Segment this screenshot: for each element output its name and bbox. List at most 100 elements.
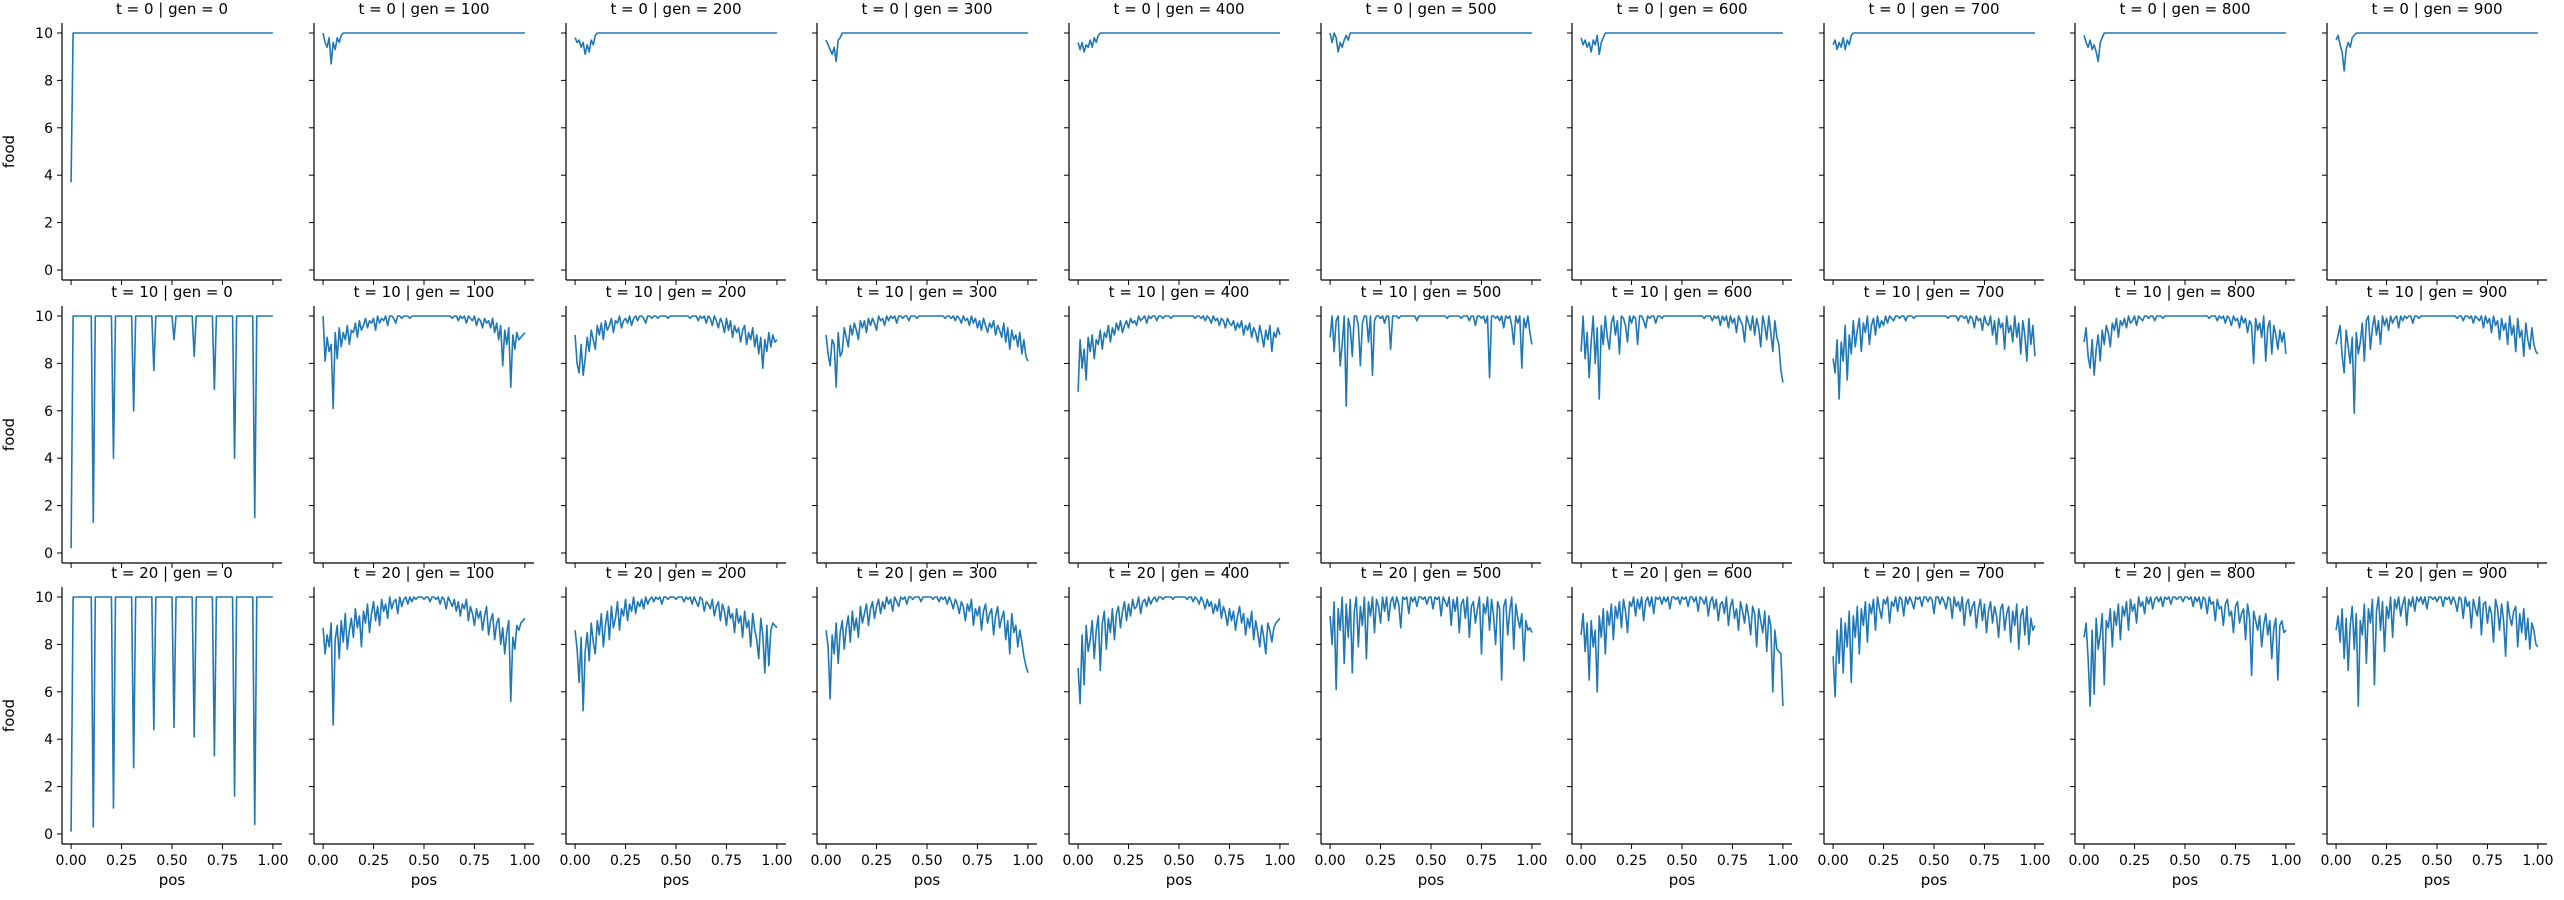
facet-panel: t = 10 | gen = 600 bbox=[1567, 283, 1792, 568]
x-tick-label: 0.50 bbox=[1163, 853, 1194, 869]
facet-panel: t = 0 | gen = 300 bbox=[812, 0, 1037, 285]
x-tick-label: 0.00 bbox=[1062, 853, 1093, 869]
x-tick-label: 0.00 bbox=[1817, 853, 1848, 869]
series-line bbox=[1329, 315, 1533, 407]
series-line bbox=[574, 315, 778, 377]
x-axis-label: pos bbox=[1669, 871, 1696, 889]
x-tick-label: 0.25 bbox=[2371, 853, 2402, 869]
x-tick-label: 0.25 bbox=[2119, 853, 2150, 869]
facet-panel: t = 20 | gen = 700 0.00 0.25 0.50 0.75 1.00 po… bbox=[1817, 564, 2050, 889]
series-line bbox=[1077, 32, 1280, 53]
x-tick-label: 1.00 bbox=[1012, 853, 1043, 869]
y-axis-label: food bbox=[0, 418, 18, 451]
y-tick-label: 6 bbox=[44, 404, 53, 420]
y-tick-label: 10 bbox=[35, 26, 53, 42]
facet-title: t = 20 | gen = 600 bbox=[1612, 564, 1753, 582]
facet-title: t = 20 | gen = 400 bbox=[1109, 564, 1250, 582]
facet-panel: t = 20 | gen = 900 0.00 0.25 0.50 0.75 1.00 po… bbox=[2320, 564, 2553, 889]
facet-title: t = 0 | gen = 300 bbox=[861, 0, 992, 18]
facet-panel: t = 20 | gen = 800 0.00 0.25 0.50 0.75 1.00 po… bbox=[2068, 564, 2301, 889]
x-tick-label: 0.00 bbox=[559, 853, 590, 869]
facet-panel: t = 10 | gen = 800 bbox=[2070, 283, 2295, 568]
x-tick-label: 0.75 bbox=[1466, 853, 1497, 869]
facet-panel: t = 10 | gen = 700 bbox=[1819, 283, 2044, 568]
series-line bbox=[1832, 596, 2036, 698]
series-line bbox=[574, 32, 777, 56]
y-tick-label: 8 bbox=[44, 637, 53, 653]
facet-title: t = 10 | gen = 100 bbox=[354, 283, 495, 301]
x-tick-label: 0.75 bbox=[711, 853, 742, 869]
y-tick-label: 4 bbox=[44, 451, 53, 467]
facet-title: t = 0 | gen = 0 bbox=[116, 0, 228, 18]
facet-panel: t = 10 | gen = 900 bbox=[2322, 283, 2547, 568]
series-line bbox=[70, 596, 273, 832]
facet-title: t = 10 | gen = 800 bbox=[2115, 283, 2256, 301]
facet-title: t = 0 | gen = 600 bbox=[1616, 0, 1747, 18]
x-tick-label: 0.75 bbox=[207, 853, 238, 869]
facet-panel: t = 20 | gen = 500 0.00 0.25 0.50 0.75 1.00 po… bbox=[1314, 564, 1547, 889]
x-tick-label: 0.75 bbox=[2220, 853, 2251, 869]
x-axis-label: pos bbox=[2424, 871, 2451, 889]
series-line bbox=[322, 596, 526, 726]
x-tick-label: 0.75 bbox=[1214, 853, 1245, 869]
x-tick-label: 0.00 bbox=[810, 853, 841, 869]
x-tick-label: 1.00 bbox=[2270, 853, 2301, 869]
facet-title: t = 10 | gen = 500 bbox=[1361, 283, 1502, 301]
facet-panel: t = 0 | gen = 700 bbox=[1819, 0, 2044, 285]
facet-title: t = 10 | gen = 200 bbox=[606, 283, 747, 301]
facet-title: t = 20 | gen = 100 bbox=[354, 564, 495, 582]
x-tick-label: 0.75 bbox=[962, 853, 993, 869]
facet-title: t = 10 | gen = 0 bbox=[111, 283, 233, 301]
x-axis-label: pos bbox=[1418, 871, 1445, 889]
x-tick-label: 0.25 bbox=[1616, 853, 1647, 869]
x-tick-label: 0.25 bbox=[1868, 853, 1899, 869]
series-line bbox=[322, 32, 525, 65]
y-tick-label: 0 bbox=[44, 827, 53, 843]
series-line bbox=[1580, 32, 1783, 56]
series-line bbox=[1832, 32, 2035, 51]
facet-title: t = 10 | gen = 400 bbox=[1109, 283, 1250, 301]
facet-title: t = 0 | gen = 700 bbox=[1868, 0, 1999, 18]
y-tick-label: 8 bbox=[44, 73, 53, 89]
y-tick-label: 4 bbox=[44, 732, 53, 748]
facet-title: t = 10 | gen = 600 bbox=[1612, 283, 1753, 301]
x-axis-label: pos bbox=[663, 871, 690, 889]
y-tick-label: 2 bbox=[44, 499, 53, 515]
y-tick-label: 4 bbox=[44, 168, 53, 184]
x-tick-label: 0.25 bbox=[610, 853, 641, 869]
facet-title: t = 20 | gen = 300 bbox=[857, 564, 998, 582]
facet-panel: t = 0 | gen = 0 0 2 4 6 8 10 food bbox=[0, 0, 282, 285]
x-tick-label: 0.00 bbox=[1314, 853, 1345, 869]
y-tick-label: 2 bbox=[44, 780, 53, 796]
x-tick-label: 1.00 bbox=[509, 853, 540, 869]
y-tick-label: 0 bbox=[44, 546, 53, 562]
facet-title: t = 10 | gen = 300 bbox=[857, 283, 998, 301]
x-tick-label: 0.50 bbox=[408, 853, 439, 869]
series-line bbox=[2083, 596, 2287, 707]
series-line bbox=[825, 315, 1029, 388]
series-line bbox=[1077, 315, 1281, 392]
x-tick-label: 0.00 bbox=[1565, 853, 1596, 869]
series-line bbox=[2083, 32, 2286, 63]
facet-panel: t = 10 | gen = 400 bbox=[1064, 283, 1289, 568]
series-line bbox=[2335, 32, 2538, 72]
facet-panel: t = 0 | gen = 800 bbox=[2070, 0, 2295, 285]
y-tick-label: 0 bbox=[44, 263, 53, 279]
x-tick-label: 0.25 bbox=[106, 853, 137, 869]
x-axis-label: pos bbox=[411, 871, 438, 889]
facet-panel: t = 0 | gen = 500 bbox=[1316, 0, 1541, 285]
series-line bbox=[2083, 315, 2287, 377]
facet-title: t = 20 | gen = 900 bbox=[2367, 564, 2508, 582]
series-line bbox=[825, 596, 1029, 700]
series-line bbox=[1832, 315, 2036, 400]
facet-title: t = 20 | gen = 800 bbox=[2115, 564, 2256, 582]
x-tick-label: 0.50 bbox=[2421, 853, 2452, 869]
facet-title: t = 0 | gen = 200 bbox=[610, 0, 741, 18]
facet-title: t = 20 | gen = 0 bbox=[111, 564, 233, 582]
facet-panel: t = 20 | gen = 300 0.00 0.25 0.50 0.75 1.00 po… bbox=[810, 564, 1043, 889]
x-tick-label: 1.00 bbox=[2522, 853, 2553, 869]
x-tick-label: 0.50 bbox=[1415, 853, 1446, 869]
x-axis-label: pos bbox=[159, 871, 186, 889]
